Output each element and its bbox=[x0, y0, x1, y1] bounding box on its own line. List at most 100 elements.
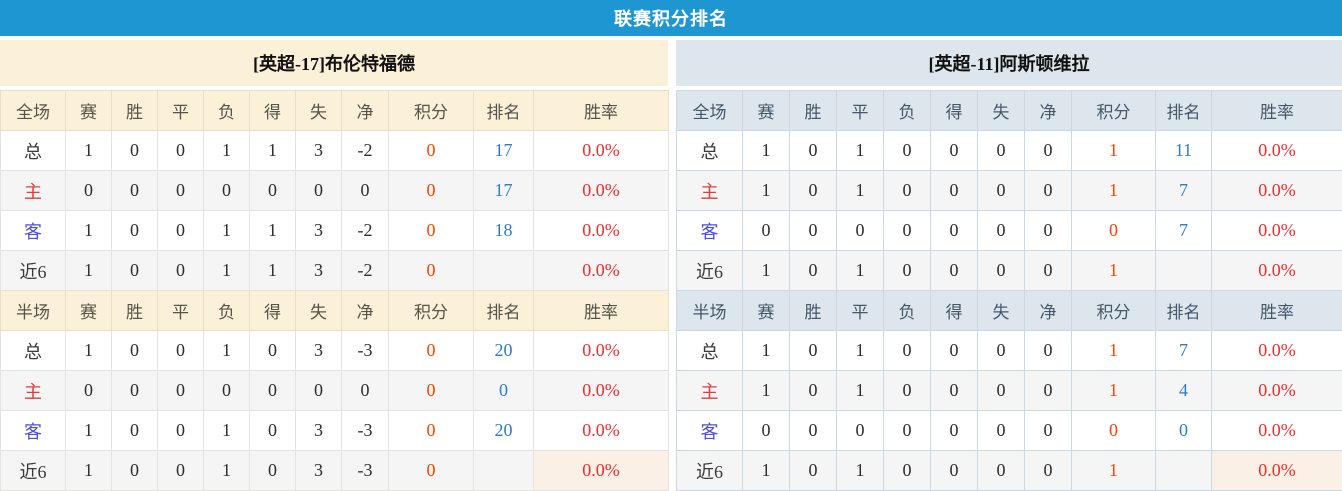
row-label: 客 bbox=[677, 411, 743, 451]
column-header: 得 bbox=[931, 91, 978, 131]
rank-cell: 7 bbox=[1156, 331, 1212, 371]
stat-cell: 0 bbox=[790, 451, 837, 491]
stat-cell: 0 bbox=[837, 211, 884, 251]
stat-cell: 0 bbox=[250, 331, 296, 371]
stat-cell: 0 bbox=[884, 211, 931, 251]
rank-cell: 20 bbox=[474, 411, 534, 451]
stat-cell: 0 bbox=[884, 371, 931, 411]
stat-cell: 0 bbox=[837, 411, 884, 451]
stat-cell: 1 bbox=[837, 371, 884, 411]
stat-cell: -3 bbox=[342, 411, 389, 451]
stat-cell: 3 bbox=[296, 411, 342, 451]
stat-cell: 1 bbox=[743, 371, 790, 411]
stat-cell: 0 bbox=[931, 131, 978, 171]
rank-cell: 17 bbox=[474, 131, 534, 171]
stat-cell: -3 bbox=[342, 451, 389, 491]
rate-cell: 0.0% bbox=[534, 371, 669, 411]
stat-cell: 0 bbox=[978, 451, 1025, 491]
row-label: 主 bbox=[1, 371, 66, 411]
stat-cell: -3 bbox=[342, 331, 389, 371]
stat-cell: 0 bbox=[1025, 251, 1072, 291]
stat-cell: 1 bbox=[66, 451, 112, 491]
column-header: 赛 bbox=[66, 291, 112, 331]
stat-cell: 0 bbox=[158, 371, 204, 411]
stat-cell: 0 bbox=[1025, 211, 1072, 251]
column-header: 平 bbox=[158, 91, 204, 131]
stat-cell: 0 bbox=[790, 251, 837, 291]
stat-cell: 0 bbox=[790, 171, 837, 211]
column-header-row: 全场赛胜平负得失净积分排名胜率 bbox=[1, 91, 669, 131]
stat-cell: 1 bbox=[66, 211, 112, 251]
stat-cell: 0 bbox=[112, 331, 158, 371]
stat-cell: 0 bbox=[1025, 411, 1072, 451]
points-cell: 0 bbox=[1072, 211, 1156, 251]
column-header: 胜 bbox=[112, 91, 158, 131]
points-cell: 0 bbox=[389, 411, 474, 451]
stat-cell: 0 bbox=[342, 371, 389, 411]
stat-cell: 0 bbox=[978, 411, 1025, 451]
team-name-home: [英超-17]布伦特福德 bbox=[253, 50, 415, 76]
column-header: 胜 bbox=[112, 291, 158, 331]
column-header-row: 全场赛胜平负得失净积分排名胜率 bbox=[677, 91, 1342, 131]
team-header-home: [英超-17]布伦特福德 bbox=[0, 40, 668, 86]
stat-cell: 0 bbox=[1025, 451, 1072, 491]
stat-cell: 1 bbox=[837, 131, 884, 171]
stat-cell: -2 bbox=[342, 131, 389, 171]
column-header: 负 bbox=[204, 91, 250, 131]
rate-cell: 0.0% bbox=[534, 411, 669, 451]
column-header: 胜率 bbox=[1212, 91, 1342, 131]
row-label: 近6 bbox=[677, 451, 743, 491]
column-header: 赛 bbox=[743, 91, 790, 131]
rank-cell: 11 bbox=[1156, 131, 1212, 171]
rate-cell: 0.0% bbox=[534, 211, 669, 251]
stat-cell: 0 bbox=[931, 451, 978, 491]
column-header: 得 bbox=[250, 291, 296, 331]
points-cell: 1 bbox=[1072, 171, 1156, 211]
row-label: 主 bbox=[677, 171, 743, 211]
column-header: 排名 bbox=[1156, 291, 1212, 331]
points-cell: 0 bbox=[389, 331, 474, 371]
stat-cell: 1 bbox=[66, 131, 112, 171]
stat-cell: 0 bbox=[884, 251, 931, 291]
points-cell: 1 bbox=[1072, 451, 1156, 491]
stat-cell: 1 bbox=[743, 171, 790, 211]
stat-cell: 0 bbox=[978, 331, 1025, 371]
points-cell: 0 bbox=[1072, 411, 1156, 451]
stat-cell: 0 bbox=[884, 171, 931, 211]
column-header: 赛 bbox=[66, 91, 112, 131]
column-header: 失 bbox=[978, 91, 1025, 131]
rate-cell: 0.0% bbox=[1212, 331, 1342, 371]
points-cell: 0 bbox=[389, 211, 474, 251]
stat-cell: 0 bbox=[884, 331, 931, 371]
rank-cell: 20 bbox=[474, 331, 534, 371]
row-label: 近6 bbox=[1, 451, 66, 491]
stat-cell: 0 bbox=[112, 251, 158, 291]
column-header: 净 bbox=[342, 291, 389, 331]
section-scope-header: 全场 bbox=[677, 91, 743, 131]
stat-cell: 0 bbox=[884, 131, 931, 171]
stat-cell: 1 bbox=[204, 411, 250, 451]
column-header: 胜 bbox=[790, 91, 837, 131]
stat-cell: 0 bbox=[158, 211, 204, 251]
column-header: 失 bbox=[978, 291, 1025, 331]
stat-cell: 0 bbox=[978, 251, 1025, 291]
stat-cell: 0 bbox=[112, 131, 158, 171]
stat-cell: 0 bbox=[931, 411, 978, 451]
row-label: 主 bbox=[677, 371, 743, 411]
row-label: 客 bbox=[1, 411, 66, 451]
